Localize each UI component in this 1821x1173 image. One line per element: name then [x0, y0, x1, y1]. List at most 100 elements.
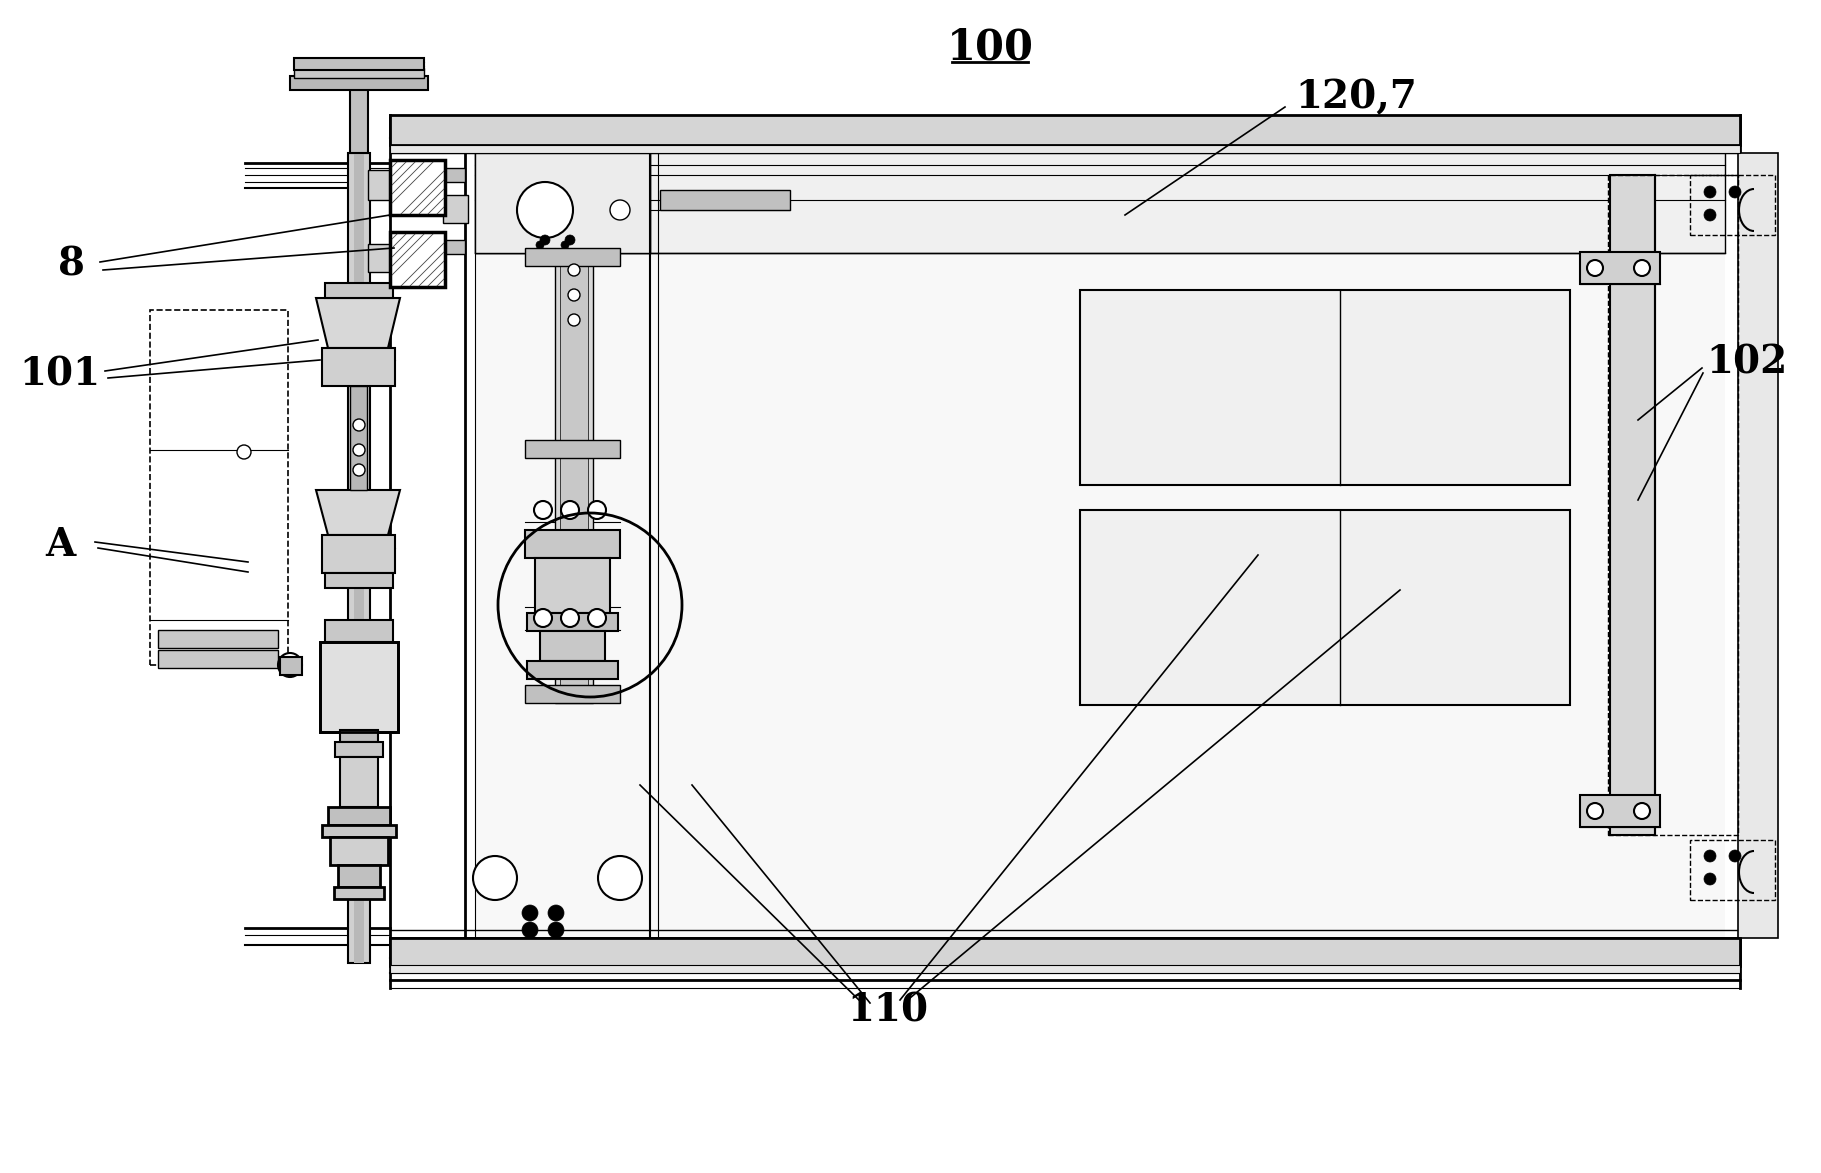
Bar [322, 535, 395, 572]
Bar [353, 152, 364, 963]
Bar [330, 838, 388, 865]
Circle shape [1704, 209, 1715, 221]
Bar [322, 825, 395, 838]
Circle shape [588, 501, 606, 518]
Circle shape [535, 240, 544, 249]
Circle shape [1633, 260, 1650, 276]
Bar [324, 572, 393, 588]
Bar [526, 613, 617, 631]
Bar [324, 283, 393, 298]
Circle shape [353, 419, 364, 430]
Bar [390, 115, 1741, 145]
Bar [320, 642, 399, 732]
Bar [335, 743, 382, 757]
Bar [390, 232, 444, 287]
Bar [320, 642, 399, 732]
Bar [1080, 510, 1570, 705]
Text: 120,7: 120,7 [1295, 77, 1417, 116]
Circle shape [568, 264, 581, 276]
Bar [524, 530, 619, 558]
Circle shape [541, 235, 550, 245]
Bar [390, 938, 1741, 967]
Bar [1080, 290, 1570, 484]
Circle shape [1633, 804, 1650, 819]
Bar [328, 807, 390, 825]
Bar [535, 558, 610, 613]
Circle shape [561, 501, 579, 518]
Circle shape [353, 445, 364, 456]
Bar [368, 244, 392, 272]
Bar [390, 160, 444, 215]
Circle shape [568, 289, 581, 301]
Bar [524, 440, 619, 457]
Bar [1690, 175, 1775, 235]
Bar [322, 348, 395, 386]
Bar [348, 152, 370, 963]
Bar [555, 253, 594, 703]
Circle shape [1586, 260, 1602, 276]
Bar [290, 76, 428, 90]
Bar [1690, 840, 1775, 900]
Circle shape [473, 856, 517, 900]
Bar [561, 253, 588, 703]
Circle shape [1586, 804, 1602, 819]
Bar [1737, 152, 1777, 938]
Bar [350, 386, 368, 490]
Bar [524, 685, 619, 703]
Circle shape [534, 501, 552, 518]
Circle shape [1728, 187, 1741, 198]
Bar [475, 152, 650, 253]
Bar [390, 965, 1741, 972]
Bar [158, 630, 279, 647]
Bar [475, 152, 1724, 938]
Circle shape [565, 235, 575, 245]
Circle shape [597, 856, 643, 900]
Bar [659, 190, 790, 210]
Bar [1608, 175, 1737, 835]
Text: 100: 100 [947, 27, 1034, 69]
Bar [341, 730, 379, 743]
Bar [158, 650, 279, 667]
Text: 8: 8 [58, 246, 86, 284]
Bar [390, 232, 444, 287]
Bar [341, 757, 379, 807]
Bar [1610, 175, 1655, 835]
Bar [339, 865, 381, 887]
Circle shape [548, 922, 565, 938]
Bar [1581, 252, 1661, 284]
Circle shape [561, 609, 579, 628]
Bar [390, 160, 444, 215]
Bar [526, 662, 617, 679]
Bar [333, 887, 384, 899]
Text: A: A [46, 526, 75, 564]
Circle shape [568, 314, 581, 326]
Text: 102: 102 [1706, 343, 1786, 381]
Text: 110: 110 [847, 991, 929, 1029]
Bar [149, 310, 288, 665]
Circle shape [237, 445, 251, 459]
Circle shape [610, 201, 630, 221]
Bar [350, 80, 368, 152]
Circle shape [548, 906, 565, 921]
Bar [444, 168, 464, 182]
Bar [524, 248, 619, 266]
Bar [280, 657, 302, 674]
Circle shape [534, 609, 552, 628]
Circle shape [588, 609, 606, 628]
Bar [324, 621, 393, 642]
Bar [541, 631, 605, 662]
Circle shape [1704, 873, 1715, 884]
Circle shape [523, 922, 537, 938]
Text: 101: 101 [20, 355, 100, 394]
Bar [390, 145, 1741, 152]
Bar [368, 170, 392, 201]
Polygon shape [317, 298, 401, 348]
Circle shape [1728, 850, 1741, 862]
Circle shape [517, 182, 574, 238]
Bar [1581, 795, 1661, 827]
Polygon shape [317, 490, 401, 535]
Bar [293, 57, 424, 70]
Circle shape [353, 465, 364, 476]
Circle shape [561, 240, 568, 249]
Bar [475, 152, 1724, 253]
